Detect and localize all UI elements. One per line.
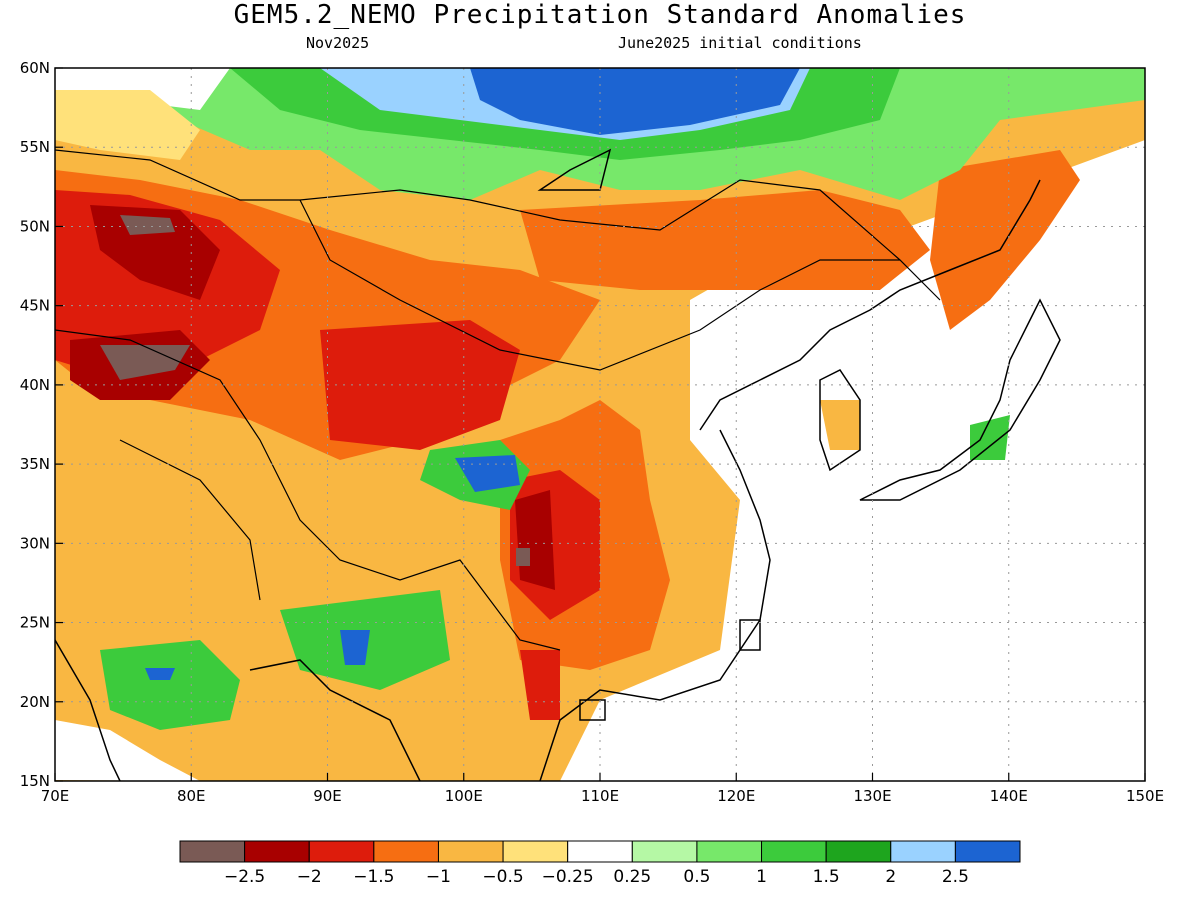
record-dry-tianshan	[100, 345, 190, 380]
gridlines	[55, 68, 1145, 781]
lon-tick-label: 80E	[177, 787, 206, 805]
longitude-ticks: 70E 80E 90E 100E 110E 120E 130E 140E 150E	[41, 773, 1164, 805]
initial-conditions: June2025 initial conditions	[618, 34, 862, 52]
japan-coast	[859, 298, 1061, 501]
near-normal-east	[560, 140, 1145, 781]
lat-tick-label: 25N	[20, 614, 50, 632]
lake-baikal	[537, 148, 612, 191]
colorbar-label: 1	[756, 867, 767, 887]
forecast-month: Nov2025	[306, 34, 370, 52]
russia-border	[55, 149, 941, 301]
colorbar-swatch	[179, 840, 246, 863]
very-wet-spot-india	[145, 668, 175, 680]
colorbar-swatch	[696, 840, 763, 863]
lat-tick-label: 55N	[20, 138, 50, 156]
dry-region-mongolia	[520, 190, 930, 290]
colorbar-label: 2	[885, 867, 896, 887]
colorbar	[179, 840, 1021, 863]
lat-tick-label: 35N	[20, 455, 50, 473]
dry-region-korea	[820, 400, 860, 450]
record-dry-sichuan	[516, 548, 530, 566]
taiwan-coast	[739, 619, 761, 651]
weak-dry-northwest	[55, 90, 200, 160]
colorbar-swatch	[308, 840, 375, 863]
colorbar-label: 0.25	[613, 867, 651, 887]
map-title: GEM5.2_NEMO Precipitation Standard Anoma…	[233, 0, 967, 30]
lon-tick-label: 100E	[445, 787, 483, 805]
lon-tick-label: 120E	[717, 787, 755, 805]
colorbar-label: −0.5	[482, 867, 523, 887]
china-west-border	[55, 329, 561, 651]
pakistan-border	[119, 439, 261, 601]
lat-tick-label: 45N	[20, 297, 50, 315]
korea-coast	[819, 369, 861, 472]
country-borders	[55, 149, 941, 651]
colorbar-swatch	[890, 840, 956, 863]
extreme-wet-north	[470, 68, 800, 135]
very-dry-vietnam	[520, 650, 560, 720]
lon-tick-label: 110E	[581, 787, 619, 805]
colorbar-label: −1	[426, 867, 451, 887]
lat-tick-label: 60N	[20, 59, 50, 77]
colorbar-swatch	[761, 840, 827, 863]
extreme-dry-kazakhstan	[90, 205, 220, 300]
lon-tick-label: 140E	[990, 787, 1028, 805]
colorbar-label: 1.5	[813, 867, 840, 887]
colorbar-label: 2.5	[942, 867, 969, 887]
near-normal-southwest	[55, 720, 200, 781]
wet-region-india	[100, 640, 240, 730]
lat-tick-label: 50N	[20, 217, 50, 235]
extreme-dry-sichuan	[515, 490, 555, 590]
hainan-coast	[579, 699, 606, 721]
mongolia-border	[299, 199, 900, 371]
colorbar-label: −2	[297, 867, 322, 887]
dry-region-sakhalin	[930, 150, 1080, 330]
colorbar-label: −0.25	[542, 867, 594, 887]
very-dry-tarim	[320, 320, 520, 450]
colorbar-swatch	[954, 840, 1021, 863]
latitude-ticks: 15N 20N 25N 30N 35N 40N 45N 50N 55N 60N	[20, 59, 63, 790]
lon-tick-label: 130E	[853, 787, 891, 805]
wet-region-japan	[970, 415, 1010, 460]
lat-tick-label: 20N	[20, 693, 50, 711]
colorbar-swatch	[567, 840, 633, 863]
colorbar-swatch	[631, 840, 698, 863]
colorbar-swatch	[502, 840, 569, 863]
colorbar-swatch	[437, 840, 504, 863]
lat-tick-label: 15N	[20, 772, 50, 790]
colorbar-label: −1.5	[353, 867, 394, 887]
colorbar-swatch	[825, 840, 892, 863]
lat-tick-label: 30N	[20, 534, 50, 552]
lat-tick-label: 40N	[20, 376, 50, 394]
colorbar-swatch	[373, 840, 439, 863]
lon-tick-label: 150E	[1126, 787, 1164, 805]
colorbar-swatch	[244, 840, 310, 863]
coastlines	[55, 148, 1061, 781]
lon-tick-label: 70E	[41, 787, 70, 805]
colorbar-label: 0.5	[683, 867, 710, 887]
lon-tick-label: 90E	[313, 787, 342, 805]
anomaly-field	[55, 68, 1145, 781]
south-asia-coast	[55, 639, 421, 781]
colorbar-labels: −2.5 −2 −1.5 −1 −0.5 −0.25 0.25 0.5 1 1.5 2 2.5	[224, 867, 969, 887]
colorbar-label: −2.5	[224, 867, 265, 887]
record-dry-kazakhstan	[120, 215, 175, 235]
very-wet-spot-bangladesh	[340, 630, 370, 665]
